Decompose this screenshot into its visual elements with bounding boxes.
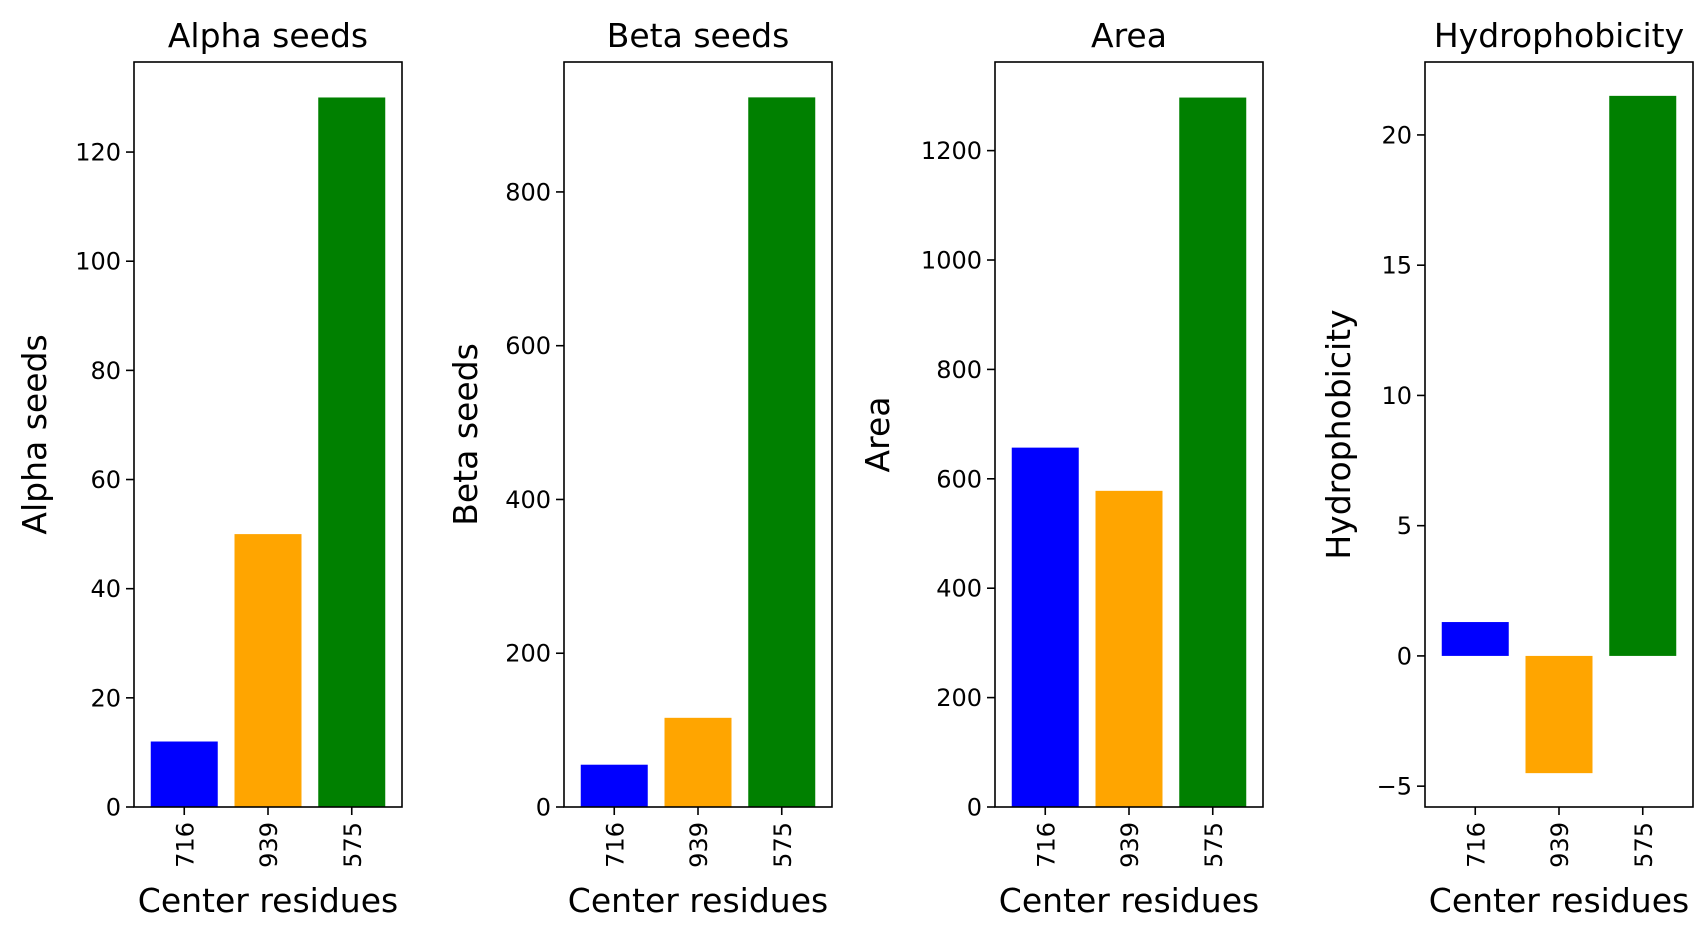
bar-716 xyxy=(580,764,648,807)
bar-939 xyxy=(1525,655,1593,774)
x-tick-label: 939 xyxy=(1546,822,1574,868)
y-axis-label: Hydrophobicity xyxy=(1319,309,1358,559)
y-tick-label: 15 xyxy=(1381,252,1412,280)
y-tick-label: 80 xyxy=(90,357,121,385)
x-tick-label: 939 xyxy=(1116,822,1144,868)
y-tick-label: 600 xyxy=(505,332,551,360)
y-tick-label: 800 xyxy=(936,356,982,384)
x-axis-label: Center residues xyxy=(999,881,1259,920)
x-tick-label: 939 xyxy=(685,822,713,868)
y-tick-label: 20 xyxy=(1381,121,1412,149)
bar-575 xyxy=(318,97,386,808)
y-tick-label: 0 xyxy=(106,794,121,822)
y-tick-label: 60 xyxy=(90,466,121,494)
chart-title: Hydrophobicity xyxy=(1434,16,1684,55)
bar-939 xyxy=(1095,490,1163,807)
x-axis-label: Center residues xyxy=(568,881,828,920)
chart-title: Alpha seeds xyxy=(168,16,368,55)
x-tick-label: 716 xyxy=(1032,822,1060,868)
y-tick-label: 120 xyxy=(75,139,121,167)
y-axis-label: Beta seeds xyxy=(446,343,485,526)
y-axis-label: Area xyxy=(858,397,897,473)
bar-716 xyxy=(1011,447,1079,807)
y-tick-label: 100 xyxy=(75,248,121,276)
x-tick-label: 716 xyxy=(601,822,629,868)
y-tick-label: 40 xyxy=(90,575,121,603)
y-tick-label: 200 xyxy=(936,684,982,712)
x-tick-label: 716 xyxy=(171,822,199,868)
x-tick-label: 575 xyxy=(1630,822,1658,868)
y-axis-label: Alpha seeds xyxy=(15,334,54,534)
y-tick-label: 800 xyxy=(505,178,551,206)
bar-575 xyxy=(1609,95,1677,656)
y-tick-label: 600 xyxy=(936,465,982,493)
y-tick-label: 10 xyxy=(1381,382,1412,410)
chart-title: Beta seeds xyxy=(607,16,790,55)
y-tick-label: 400 xyxy=(936,575,982,603)
x-tick-label: 575 xyxy=(769,822,797,868)
x-axis-label: Center residues xyxy=(1429,881,1689,920)
y-tick-label: 1000 xyxy=(921,247,982,275)
bar-939 xyxy=(234,534,302,807)
y-tick-label: 1200 xyxy=(921,137,982,165)
bar-575 xyxy=(748,97,816,808)
chart-title: Area xyxy=(1091,16,1167,55)
bar-716 xyxy=(150,741,218,807)
x-tick-label: 716 xyxy=(1462,822,1490,868)
y-tick-label: 0 xyxy=(967,794,982,822)
y-tick-label: 0 xyxy=(536,794,551,822)
y-tick-label: 200 xyxy=(505,640,551,668)
x-axis-label: Center residues xyxy=(138,881,398,920)
y-tick-label: 20 xyxy=(90,684,121,712)
bar-939 xyxy=(664,717,732,807)
bar-575 xyxy=(1179,97,1247,808)
y-tick-label: 5 xyxy=(1397,512,1412,540)
y-tick-label: −5 xyxy=(1377,773,1412,801)
bar-716 xyxy=(1441,622,1509,656)
x-tick-label: 575 xyxy=(339,822,367,868)
x-tick-label: 939 xyxy=(255,822,283,868)
x-tick-label: 575 xyxy=(1200,822,1228,868)
y-tick-label: 400 xyxy=(505,486,551,514)
y-tick-label: 0 xyxy=(1397,642,1412,670)
